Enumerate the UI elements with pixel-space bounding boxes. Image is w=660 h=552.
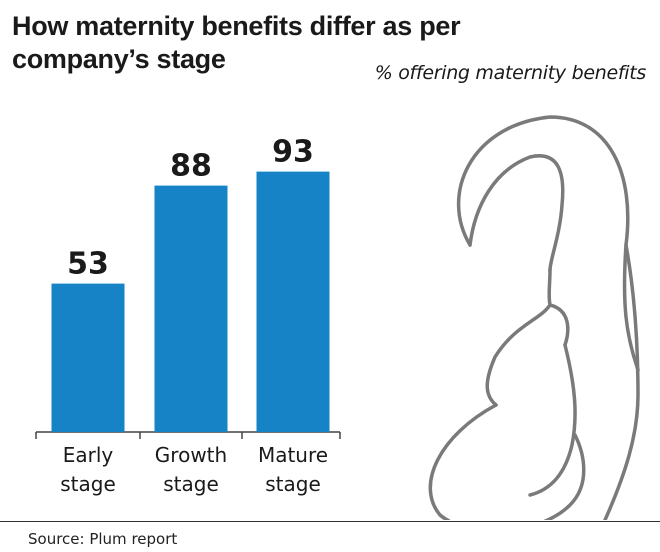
bar	[256, 171, 330, 432]
bar-value-label: 53	[67, 247, 109, 282]
hair-outline	[456, 115, 640, 372]
pregnant-woman-icon	[428, 115, 640, 520]
source-note: Source: Plum report	[28, 530, 178, 548]
bar-value-label: 93	[272, 135, 314, 170]
category-label: Mature	[258, 443, 328, 467]
chart-title: How maternity benefits differ as per com…	[12, 11, 461, 74]
bar	[51, 283, 125, 432]
bar-value-label: 88	[170, 149, 212, 184]
arm-outline	[528, 343, 577, 497]
bar-chart: 53 Early stage 88 Growth stage 93 Mature stage	[35, 135, 341, 496]
category-label: Growth	[155, 443, 227, 467]
neck-line	[485, 268, 552, 407]
face-profile	[468, 154, 565, 272]
category-label: Early	[63, 443, 114, 467]
category-label: stage	[60, 472, 116, 496]
belly-outline	[428, 403, 586, 520]
category-label: stage	[265, 472, 321, 496]
footer-divider	[0, 521, 660, 522]
shoulder-line	[548, 303, 570, 347]
chart-subtitle: % offering maternity benefits	[374, 62, 647, 84]
category-label: stage	[163, 472, 219, 496]
bar	[154, 185, 228, 432]
back-outline	[603, 243, 640, 520]
